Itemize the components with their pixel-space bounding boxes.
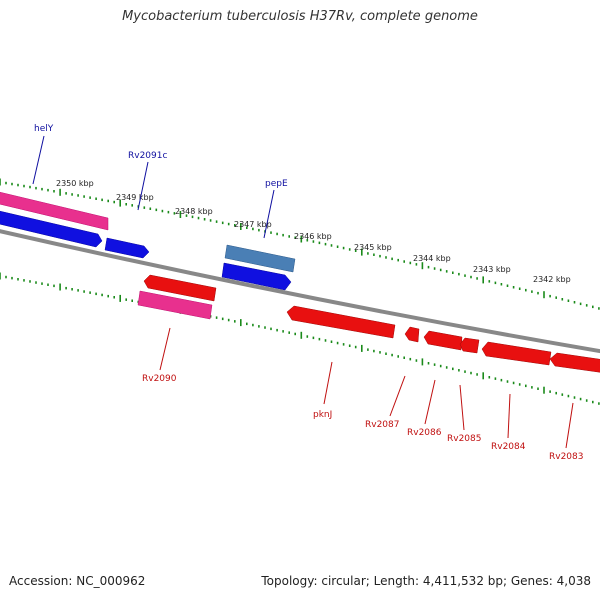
outer-tick-row [0, 178, 600, 310]
gene-Rv2084[interactable] [481, 341, 552, 366]
kbp-label-2343: 2343 kbp [473, 265, 511, 274]
gene-helY[interactable] [0, 191, 109, 231]
forward-strand-genes [0, 191, 296, 291]
gene-label-Rv2085[interactable]: Rv2085 [447, 434, 481, 444]
kbp-label-2347: 2347 kbp [234, 220, 272, 229]
kbp-label-2348: 2348 kbp [175, 207, 213, 216]
gene-label-Rv2086[interactable]: Rv2086 [407, 428, 442, 438]
kbp-label-2342: 2342 kbp [533, 275, 571, 284]
kbp-label-2344: 2344 kbp [413, 254, 451, 263]
gene-helY-companion[interactable] [0, 210, 103, 248]
gene-label-pknJ[interactable]: pknJ [313, 410, 332, 420]
genome-title: Mycobacterium tuberculosis H37Rv, comple… [122, 9, 478, 24]
kbp-label-2349: 2349 kbp [116, 193, 154, 202]
gene-Rv2091c[interactable] [104, 237, 150, 259]
gene-pknJ[interactable] [286, 305, 396, 339]
label-leaders [32, 135, 574, 449]
accession-text: Accession: NC_000962 [9, 574, 146, 588]
gene-label-Rv2083[interactable]: Rv2083 [549, 452, 583, 462]
gene-Rv2090-companion[interactable] [143, 274, 217, 302]
reverse-strand-genes [137, 274, 600, 373]
gene-label-helY[interactable]: helY [34, 124, 54, 134]
gene-label-Rv2087[interactable]: Rv2087 [365, 420, 399, 430]
kbp-label-2350: 2350 kbp [56, 179, 94, 188]
gene-Rv2086[interactable] [423, 330, 463, 351]
genome-backbone [0, 229, 600, 354]
gene-label-pepE[interactable]: pepE [265, 179, 288, 189]
gene-pepE-companion[interactable] [221, 262, 292, 291]
gene-Rv2090[interactable] [137, 290, 213, 320]
kbp-labels: 2350 kbp 2349 kbp 2348 kbp 2347 kbp 2346… [56, 179, 571, 284]
kbp-label-2345: 2345 kbp [354, 243, 392, 252]
gene-Rv2083[interactable] [549, 352, 600, 373]
gene-Rv2085[interactable] [459, 337, 480, 354]
gene-label-Rv2090[interactable]: Rv2090 [142, 374, 177, 384]
gene-label-Rv2084[interactable]: Rv2084 [491, 442, 526, 452]
gene-labels: helY Rv2091c pepE Rv2090 pknJ Rv2087 Rv2… [34, 124, 583, 462]
gene-label-Rv2091c[interactable]: Rv2091c [128, 151, 167, 161]
kbp-label-2346: 2346 kbp [294, 232, 332, 241]
gene-Rv2087[interactable] [404, 326, 420, 343]
genome-summary-text: Topology: circular; Length: 4,411,532 bp… [261, 574, 591, 588]
gene-pepE[interactable] [224, 244, 296, 273]
inner-tick-row [0, 272, 600, 405]
